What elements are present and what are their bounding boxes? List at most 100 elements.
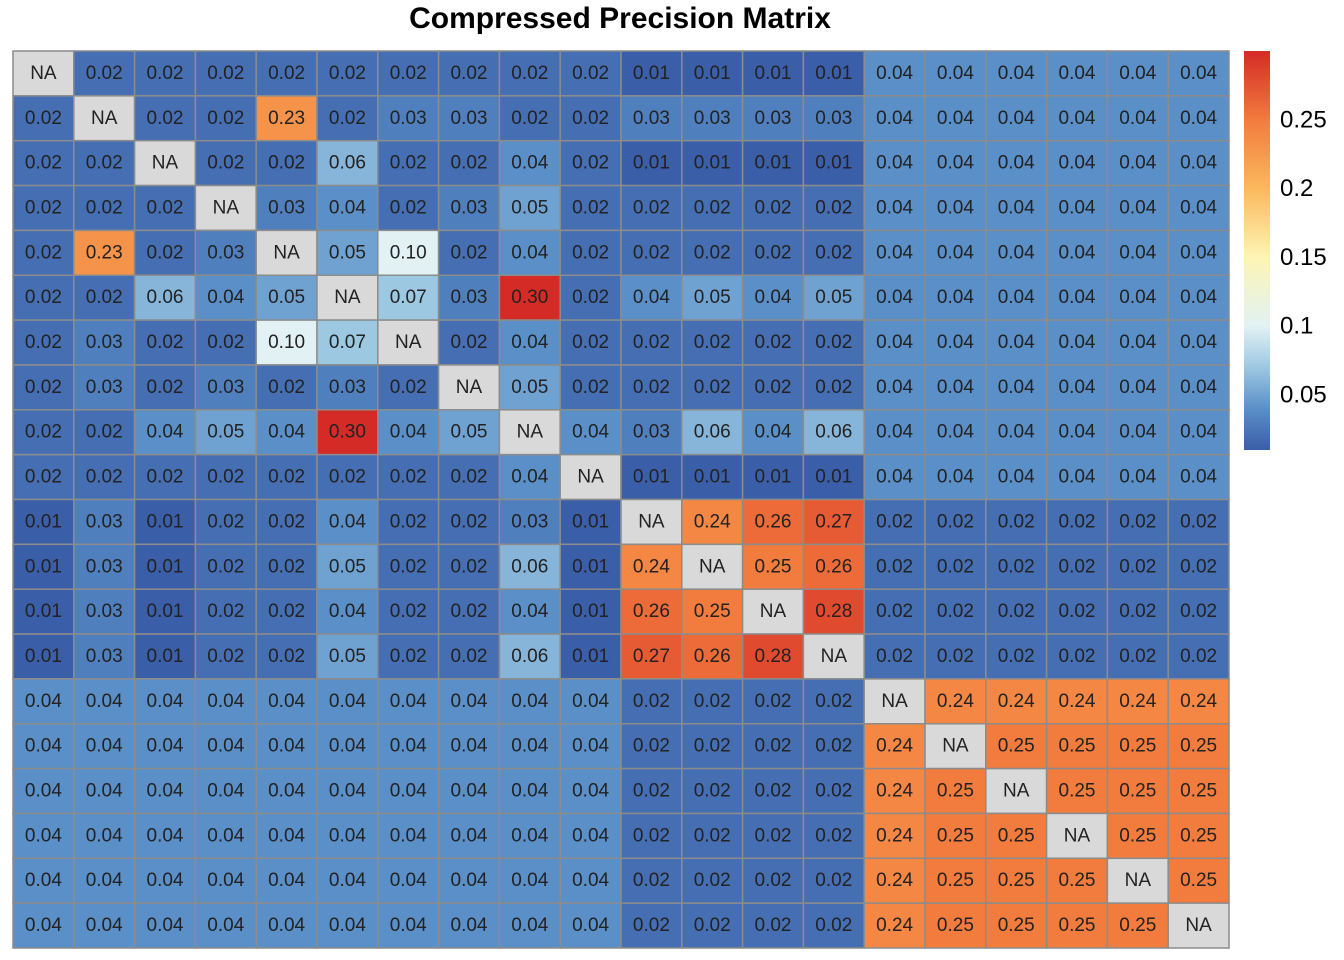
cell-value-label: 0.04 <box>268 422 305 443</box>
cell-value-label: 0.02 <box>633 870 670 891</box>
cell-value-label: 0.04 <box>511 332 548 353</box>
heatmap-cell <box>985 319 1048 366</box>
heatmap-cell <box>316 453 379 501</box>
cell-value-label: 0.02 <box>86 197 123 218</box>
cell-value-label: 0.04 <box>572 825 609 846</box>
heatmap-cell <box>316 723 379 770</box>
cell-value-label: 0.03 <box>633 422 670 443</box>
heatmap-cell <box>802 678 865 725</box>
heatmap-cell <box>437 857 501 904</box>
heatmap-cell <box>12 274 75 321</box>
heatmap-cell <box>377 767 440 815</box>
cell-value-label: 0.04 <box>1119 422 1156 443</box>
heatmap-cell <box>681 498 744 546</box>
heatmap-cell <box>741 50 805 97</box>
cell-value-label: 0.01 <box>572 601 609 622</box>
heatmap-cell <box>863 274 926 321</box>
heatmap-cell <box>620 274 683 321</box>
cell-value-label: 0.01 <box>633 63 670 84</box>
heatmap-cell <box>255 857 318 904</box>
cell-value-label: 0.04 <box>25 691 62 712</box>
heatmap-cell <box>377 274 440 321</box>
cell-value-label: 0.03 <box>86 511 123 532</box>
cell-value-label: 0.02 <box>147 242 184 263</box>
cell-value-label: 0.03 <box>390 108 427 129</box>
cell-value-label: 0.02 <box>633 332 670 353</box>
cell-value-label: 0.04 <box>25 915 62 936</box>
heatmap-cell <box>194 543 257 590</box>
heatmap-cell <box>741 767 805 815</box>
cell-value-label: 0.04 <box>937 467 974 488</box>
heatmap-cell <box>924 453 987 501</box>
cell-value-label: 0.26 <box>755 511 792 532</box>
cell-value-label: 0.04 <box>1119 377 1156 398</box>
cell-value-label: 0.02 <box>147 108 184 129</box>
cell-value-label: 0.04 <box>937 153 974 174</box>
cell-value-label: 0.04 <box>572 870 609 891</box>
heatmap-cell <box>681 184 744 232</box>
heatmap-cell <box>1167 767 1230 815</box>
cell-value-label: 0.02 <box>876 556 913 577</box>
cell-value-label: 0.02 <box>86 422 123 443</box>
heatmap-cell <box>316 767 379 815</box>
cell-value-label: 0.04 <box>86 870 123 891</box>
cell-value-label: 0.02 <box>876 646 913 667</box>
heatmap-cell <box>1167 812 1230 860</box>
cell-value-label: 0.05 <box>511 377 548 398</box>
heatmap-cell <box>498 229 561 276</box>
heatmap-cell <box>133 139 197 187</box>
heatmap-cell <box>133 633 197 680</box>
cell-value-label: 0.03 <box>755 108 792 129</box>
heatmap-cell <box>1045 543 1109 590</box>
heatmap-cell <box>863 543 926 590</box>
cell-value-label: 0.04 <box>451 691 488 712</box>
heatmap-cell <box>924 50 987 97</box>
cell-value-label: 0.04 <box>268 691 305 712</box>
cell-value-label: 0.02 <box>633 781 670 802</box>
cell-value-label: 0.04 <box>207 915 244 936</box>
heatmap-cell <box>559 139 622 187</box>
heatmap-cell <box>73 453 136 501</box>
cell-value-label: 0.25 <box>1119 915 1156 936</box>
heatmap-cell <box>437 588 501 635</box>
cell-value-label: 0.25 <box>998 915 1035 936</box>
heatmap-cell <box>133 767 197 815</box>
heatmap-cell <box>437 902 501 949</box>
cell-value-label: 0.04 <box>207 736 244 757</box>
heatmap-cell <box>255 678 318 725</box>
cell-value-label: 0.10 <box>268 332 305 353</box>
cell-value-label: 0.04 <box>147 736 184 757</box>
cell-value-label: 0.03 <box>451 108 488 129</box>
cell-value-label: 0.04 <box>876 467 913 488</box>
cell-value-label: 0.01 <box>633 467 670 488</box>
cell-value-label: 0.02 <box>390 511 427 532</box>
cell-value-label: 0.02 <box>86 63 123 84</box>
cell-value-label: 0.02 <box>815 377 852 398</box>
cell-value-label: 0.02 <box>1059 556 1096 577</box>
cell-value-label: 0.02 <box>755 915 792 936</box>
cell-value-label: 0.04 <box>1059 287 1096 308</box>
cell-value-label: NA <box>577 467 604 488</box>
cell-value-label: 0.04 <box>937 63 974 84</box>
heatmap-cell <box>802 543 865 590</box>
cell-value-label: NA <box>1003 781 1030 802</box>
cell-value-label: 0.24 <box>876 870 913 891</box>
heatmap-cell <box>681 633 744 680</box>
heatmap-cell <box>1167 902 1230 949</box>
cell-value-label: 0.02 <box>815 197 852 218</box>
cell-value-label: 0.04 <box>390 825 427 846</box>
cell-value-label: 0.04 <box>25 736 62 757</box>
cell-value-label: 0.04 <box>390 736 427 757</box>
heatmap-cell <box>73 319 136 366</box>
cell-value-label: 0.25 <box>998 736 1035 757</box>
cell-value-label: 0.04 <box>1119 332 1156 353</box>
cell-value-label: 0.01 <box>755 63 792 84</box>
cell-value-label: 0.02 <box>1119 646 1156 667</box>
cell-value-label: 0.04 <box>329 511 366 532</box>
cell-value-label: 0.04 <box>1059 242 1096 263</box>
cell-value-label: 0.04 <box>329 825 366 846</box>
cell-value-label: 0.24 <box>694 511 731 532</box>
heatmap-cell <box>133 498 197 546</box>
heatmap-cell <box>1045 498 1109 546</box>
cell-value-label: 0.04 <box>390 915 427 936</box>
